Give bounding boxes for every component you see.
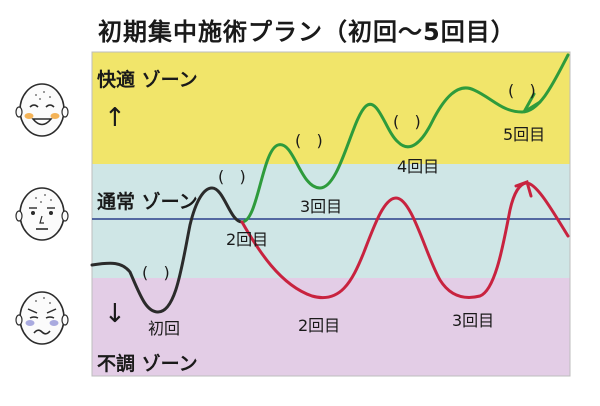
comfort-zone-band [92, 52, 570, 164]
happy-face-icon [15, 83, 69, 137]
without-treatment-arrowhead [514, 180, 533, 198]
chart-frame [91, 51, 571, 377]
poor-zone-label: 不調 ゾーン [97, 352, 198, 375]
without-treatment-path-line [240, 181, 570, 300]
unwell-face-icon [15, 291, 69, 345]
bracket-green-3: ( ) [295, 131, 323, 150]
label-green-5: 5回目 [503, 125, 545, 144]
with-treatment-arrowhead [522, 92, 542, 114]
normal-zone-label: 通常 ゾーン [97, 190, 198, 213]
bracket-green-5: ( ) [508, 81, 536, 100]
label-red-3: 3回目 [452, 311, 494, 330]
down-arrow: ↓ [104, 299, 126, 329]
neutral-face-icon [15, 187, 69, 241]
up-arrow: ↑ [104, 103, 126, 133]
label-initial: 初回 [148, 319, 180, 338]
poor-zone-band [92, 278, 570, 376]
bracket-green-2: ( ) [218, 167, 246, 186]
initial-path-line [90, 186, 244, 314]
bracket-green-4: ( ) [393, 112, 421, 131]
label-green-2: 2回目 [226, 230, 268, 249]
label-green-4: 4回目 [397, 157, 439, 176]
with-treatment-path-line [240, 53, 570, 224]
label-green-3: 3回目 [300, 197, 342, 216]
label-red-2: 2回目 [298, 316, 340, 335]
diagram-title: 初期集中施術プラン（初回～5回目） [98, 18, 516, 46]
bracket-initial: ( ) [142, 263, 170, 282]
comfort-zone-label: 快適 ゾーン [97, 68, 198, 91]
